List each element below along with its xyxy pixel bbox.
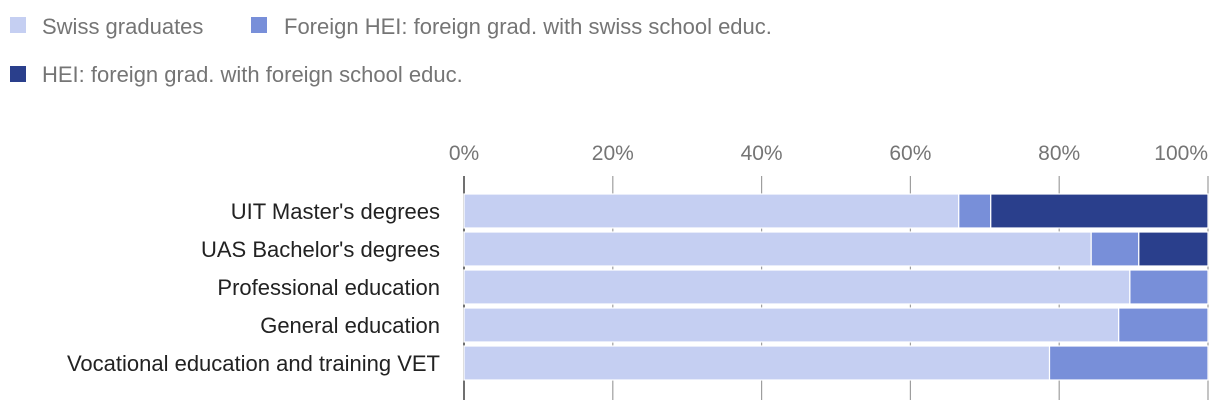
legend-label-2: Foreign HEI: foreign grad. with swiss sc… — [284, 14, 772, 39]
category-labels: UIT Master's degrees UAS Bachelor's degre… — [67, 199, 440, 376]
bar-4-series-1 — [463, 307, 1120, 343]
bar-2-series-2 — [1090, 231, 1140, 267]
category-label-3: Professional education — [217, 275, 440, 300]
legend-swatch-1 — [10, 17, 26, 33]
category-label-1: UIT Master's degrees — [231, 199, 440, 224]
bar-3-series-1 — [463, 269, 1131, 305]
category-label-5: Vocational education and training VET — [67, 351, 440, 376]
bar-5-series-1 — [463, 345, 1051, 381]
bar-2-series-1 — [463, 231, 1092, 267]
legend-label-3: HEI: foreign grad. with foreign school e… — [42, 62, 463, 87]
category-label-2: UAS Bachelor's degrees — [201, 237, 440, 262]
bar-3-series-2 — [1129, 269, 1209, 305]
x-tick-label-6: 100% — [1154, 142, 1208, 165]
bar-1-series-2 — [958, 193, 992, 229]
category-label-4: General education — [260, 313, 440, 338]
legend: Swiss graduates Foreign HEI: foreign grad… — [10, 14, 772, 87]
bar-2-series-3 — [1138, 231, 1209, 267]
x-tick-label-1: 0% — [449, 142, 479, 165]
x-tick-label-5: 80% — [1038, 142, 1080, 165]
bars — [463, 193, 1209, 381]
bar-1-series-3 — [990, 193, 1209, 229]
x-tick-label-2: 20% — [592, 142, 634, 165]
bar-5-series-2 — [1048, 345, 1209, 381]
legend-label-1: Swiss graduates — [42, 14, 203, 39]
x-tick-label-3: 40% — [741, 142, 783, 165]
legend-swatch-3 — [10, 66, 26, 82]
bar-4-series-2 — [1118, 307, 1209, 343]
legend-swatch-2 — [251, 17, 267, 33]
x-axis-ticks: 0% 20% 40% 60% 80% 100% — [449, 142, 1208, 165]
bar-1-series-1 — [463, 193, 960, 229]
x-tick-label-4: 60% — [889, 142, 931, 165]
